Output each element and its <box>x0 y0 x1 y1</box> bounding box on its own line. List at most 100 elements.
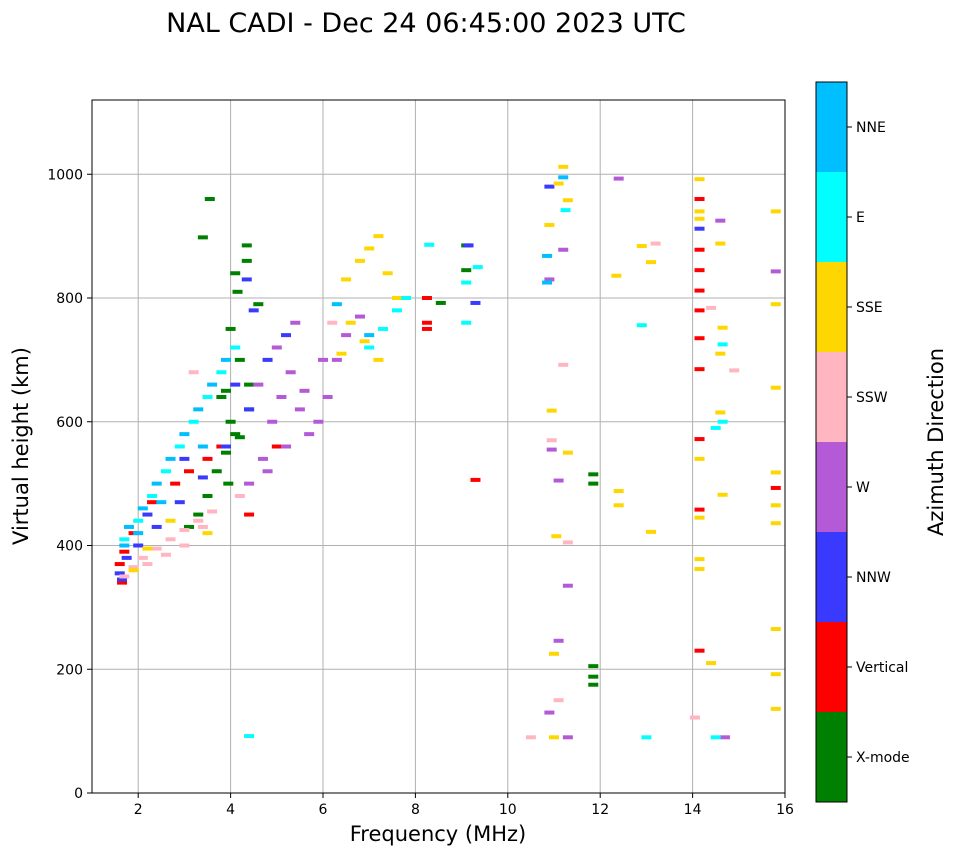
data-point <box>244 734 255 739</box>
data-point <box>717 492 728 497</box>
data-point <box>770 672 781 677</box>
x-tick-label: 16 <box>776 802 794 818</box>
data-point <box>179 543 190 548</box>
data-point <box>117 580 128 585</box>
data-point <box>133 543 144 548</box>
x-tick-label: 4 <box>226 802 235 818</box>
data-point <box>230 345 241 350</box>
data-point <box>202 456 213 461</box>
data-point <box>546 408 557 413</box>
data-point <box>202 494 213 498</box>
data-point <box>382 271 393 276</box>
data-point <box>244 512 255 517</box>
data-point <box>770 302 781 307</box>
chart-title: NAL CADI - Dec 24 06:45:00 2023 UTC <box>166 8 686 39</box>
data-point <box>341 277 352 282</box>
x-axis-label: Frequency (MHz) <box>350 822 526 846</box>
data-point <box>542 280 553 285</box>
data-point <box>197 444 208 449</box>
data-point <box>694 209 705 214</box>
data-point <box>710 735 721 740</box>
data-point <box>421 296 432 300</box>
data-point <box>546 438 557 443</box>
data-point <box>202 395 213 399</box>
data-point <box>689 715 700 720</box>
data-point <box>611 273 622 278</box>
data-point <box>717 342 728 347</box>
data-point <box>694 507 705 512</box>
data-point <box>562 583 573 588</box>
data-point <box>770 385 781 390</box>
data-point <box>299 388 310 393</box>
data-points <box>114 164 781 740</box>
data-point <box>694 308 705 313</box>
data-point <box>193 407 204 412</box>
colorbar: X-mode Vertical NNW W SSW SSE E NNE <box>815 81 910 803</box>
data-point <box>694 437 705 442</box>
data-point <box>558 164 569 169</box>
colorbar-tick-label: W <box>856 480 870 496</box>
data-point <box>128 568 139 573</box>
data-point <box>248 308 259 313</box>
colorbar-segment <box>816 622 847 712</box>
data-point <box>285 370 296 375</box>
data-point <box>717 419 728 424</box>
data-point <box>216 395 227 399</box>
data-point <box>184 469 195 474</box>
y-tick-label: 1000 <box>47 167 83 183</box>
data-point <box>230 432 241 437</box>
data-point <box>544 710 555 715</box>
colorbar-tick-label: NNW <box>856 570 891 586</box>
data-point <box>613 503 624 508</box>
data-point <box>253 302 264 307</box>
y-tick-label: 200 <box>56 662 83 678</box>
data-point <box>244 481 255 486</box>
data-point <box>562 450 573 455</box>
data-point <box>770 627 781 632</box>
data-point <box>694 216 705 221</box>
data-point <box>220 357 231 362</box>
data-point <box>461 268 472 273</box>
data-point <box>421 326 432 331</box>
x-tick-label: 6 <box>319 802 328 818</box>
data-point <box>470 300 481 305</box>
data-point <box>694 515 705 520</box>
colorbar-segment <box>816 712 847 802</box>
data-point <box>715 218 726 223</box>
data-point <box>421 320 432 325</box>
data-point <box>119 574 130 579</box>
data-point <box>544 222 555 227</box>
data-point <box>276 395 287 399</box>
data-point <box>553 478 564 483</box>
series-x-mode <box>184 197 599 687</box>
data-point <box>694 648 705 653</box>
data-point <box>114 571 125 576</box>
data-point <box>188 370 199 375</box>
data-point <box>646 529 657 534</box>
data-point <box>770 503 781 508</box>
data-point <box>613 489 624 494</box>
data-point <box>706 661 717 666</box>
data-point <box>694 456 705 461</box>
data-point <box>562 540 573 545</box>
x-tick-label: 8 <box>411 802 420 818</box>
data-point <box>373 357 384 362</box>
data-point <box>694 268 705 273</box>
data-point <box>225 326 236 331</box>
data-point <box>341 333 352 338</box>
data-point <box>424 242 435 247</box>
data-point <box>179 528 190 533</box>
data-point <box>234 357 245 362</box>
data-point <box>378 326 389 331</box>
data-point <box>322 395 333 399</box>
data-point <box>165 518 176 523</box>
data-point <box>694 557 705 562</box>
data-point <box>694 197 705 201</box>
data-point <box>461 320 472 325</box>
data-point <box>142 512 153 517</box>
data-point <box>694 367 705 372</box>
series-w <box>244 176 781 740</box>
data-point <box>114 562 125 567</box>
y-tick-label: 400 <box>56 539 83 555</box>
data-point <box>188 419 199 424</box>
